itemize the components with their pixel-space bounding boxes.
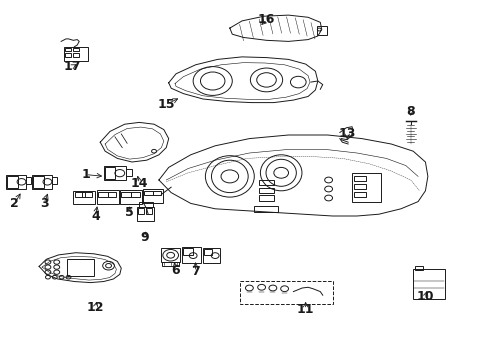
Text: 8: 8 — [406, 105, 414, 118]
Text: 6: 6 — [171, 264, 180, 276]
Bar — [33, 176, 44, 188]
Bar — [65, 53, 71, 57]
Bar — [259, 195, 273, 201]
Bar — [145, 208, 151, 214]
Text: 2: 2 — [10, 197, 19, 210]
Text: 11: 11 — [296, 303, 314, 316]
Bar — [121, 192, 131, 197]
Bar — [137, 207, 154, 221]
Bar — [125, 169, 131, 176]
Bar — [73, 53, 79, 57]
Bar — [203, 248, 220, 263]
Bar — [351, 173, 381, 202]
Bar — [82, 192, 92, 197]
Text: 7: 7 — [191, 265, 200, 278]
Text: 13: 13 — [338, 127, 355, 140]
Text: 17: 17 — [63, 60, 81, 73]
Bar — [138, 208, 144, 214]
Bar — [259, 188, 273, 193]
Bar — [139, 202, 152, 207]
Bar — [120, 190, 142, 204]
Bar — [316, 26, 326, 35]
Bar — [353, 192, 366, 197]
Text: 14: 14 — [130, 177, 148, 190]
Bar — [259, 180, 273, 185]
Bar — [26, 177, 31, 184]
Bar — [204, 249, 211, 255]
Bar — [143, 191, 152, 195]
Bar — [63, 47, 88, 61]
Bar — [98, 192, 107, 197]
Bar — [73, 48, 79, 51]
Text: 12: 12 — [86, 301, 104, 314]
Bar — [6, 175, 26, 189]
Text: 5: 5 — [125, 206, 134, 219]
Bar — [414, 266, 423, 270]
Text: 1: 1 — [81, 168, 90, 181]
Text: 9: 9 — [140, 231, 148, 244]
Bar — [353, 176, 366, 181]
Bar — [131, 192, 140, 197]
Bar — [107, 192, 116, 197]
Bar — [142, 189, 163, 203]
Text: 4: 4 — [91, 210, 100, 222]
Text: 15: 15 — [157, 98, 175, 111]
Bar — [183, 248, 192, 255]
Bar — [32, 175, 52, 189]
Bar — [353, 184, 366, 189]
Bar — [105, 167, 115, 179]
Bar — [162, 262, 179, 266]
Bar — [152, 191, 161, 195]
Bar — [97, 190, 119, 204]
Bar — [75, 192, 84, 197]
Bar — [239, 281, 332, 304]
Bar — [182, 247, 201, 263]
Bar — [73, 191, 95, 204]
Text: 3: 3 — [40, 197, 48, 210]
Text: 10: 10 — [416, 291, 433, 303]
Bar — [412, 269, 444, 299]
Text: 16: 16 — [257, 13, 275, 26]
Bar — [103, 166, 125, 180]
Bar — [52, 177, 57, 184]
Bar — [7, 176, 18, 188]
Bar — [254, 206, 277, 212]
Bar — [67, 259, 94, 276]
Bar — [65, 48, 71, 51]
Bar — [161, 248, 180, 262]
